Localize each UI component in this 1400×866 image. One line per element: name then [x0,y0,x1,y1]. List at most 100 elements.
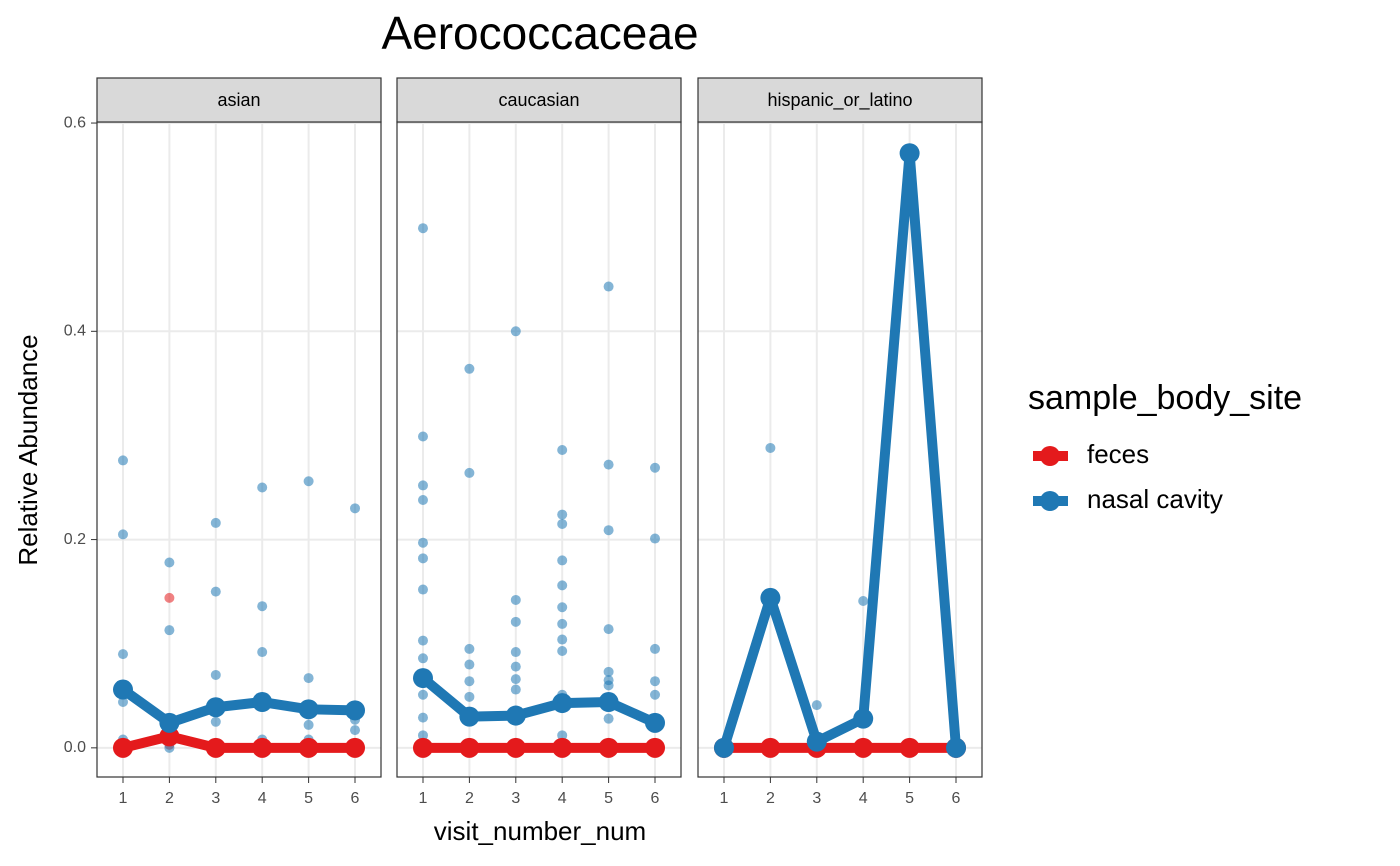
legend-point [1040,491,1060,511]
data-point [650,689,661,700]
data-point [510,647,521,658]
mean-point [899,143,920,164]
data-point [417,689,428,700]
data-point [417,480,428,491]
mean-point [205,737,226,758]
data-point [417,730,428,741]
data-point [210,669,221,680]
x-tick-label: 3 [511,790,520,807]
mean-point [298,737,319,758]
data-point [464,676,475,687]
data-point [557,645,568,656]
x-tick-label: 3 [812,790,821,807]
x-tick-label: 4 [558,790,567,807]
panel-border [96,121,382,778]
data-point [117,649,128,660]
mean-point [112,679,133,700]
mean-point [853,737,874,758]
data-point [303,673,314,684]
data-point [464,467,475,478]
data-point [417,653,428,664]
x-tick-label: 5 [304,790,313,807]
data-point [510,684,521,695]
panel-border [396,121,682,778]
legend-label: nasal cavity [1087,484,1223,514]
x-tick-label: 6 [651,790,660,807]
mean-point [298,699,319,720]
x-tick-label: 4 [859,790,868,807]
x-tick-label: 3 [211,790,220,807]
data-point [417,712,428,723]
data-point [417,584,428,595]
mean-point [760,587,781,608]
data-point [417,495,428,506]
mean-point [412,737,433,758]
data-point [510,674,521,685]
data-point [557,618,568,629]
mean-point [598,737,619,758]
x-tick-label: 2 [165,790,174,807]
strip-label: caucasian [498,90,579,110]
mean-point [252,692,273,713]
data-point [117,697,128,708]
data-point [417,537,428,548]
mean-point [853,708,874,729]
mean-point [505,705,526,726]
x-tick-label: 2 [465,790,474,807]
data-point [210,517,221,528]
y-tick-label: 0.4 [64,323,86,340]
chart-title: Aerococcaceae [381,7,698,59]
data-point [510,616,521,627]
y-tick-label: 0.0 [64,739,86,756]
data-point [164,557,175,568]
strip-label: asian [217,90,260,110]
mean-point [552,737,573,758]
data-point [603,525,614,536]
data-point [510,326,521,337]
data-point [164,592,175,603]
mean-point [713,737,734,758]
mean-point [112,737,133,758]
mean-point [899,737,920,758]
data-point [650,643,661,654]
mean-line [121,731,356,753]
data-point [350,725,361,736]
y-tick-label: 0.2 [64,531,86,548]
data-point [650,533,661,544]
mean-line [120,685,356,728]
data-point [557,730,568,741]
x-tick-label: 5 [905,790,914,807]
x-tick-label: 5 [604,790,613,807]
data-point [557,445,568,456]
mean-point [505,737,526,758]
legend-point [1040,446,1060,466]
data-point [603,459,614,470]
data-point [164,625,175,636]
data-point [417,223,428,234]
mean-point [345,700,366,721]
mean-line [719,148,961,750]
mean-point [946,737,967,758]
data-point [303,476,314,487]
data-point [257,482,268,493]
data-point [257,601,268,612]
x-tick-label: 1 [720,790,729,807]
data-point [811,700,822,711]
mean-point [345,737,366,758]
data-point [117,529,128,540]
data-point [557,602,568,613]
x-tick-label: 1 [119,790,128,807]
strip-label: hispanic_or_latino [767,90,912,111]
x-tick-label: 1 [419,790,428,807]
data-point [557,555,568,566]
mean-point [412,668,433,689]
data-point [858,596,869,607]
data-point [765,442,776,453]
data-point [510,661,521,672]
data-point [464,691,475,702]
data-point [603,680,614,691]
legend-label: feces [1087,439,1149,469]
data-point [603,713,614,724]
x-tick-label: 6 [351,790,360,807]
